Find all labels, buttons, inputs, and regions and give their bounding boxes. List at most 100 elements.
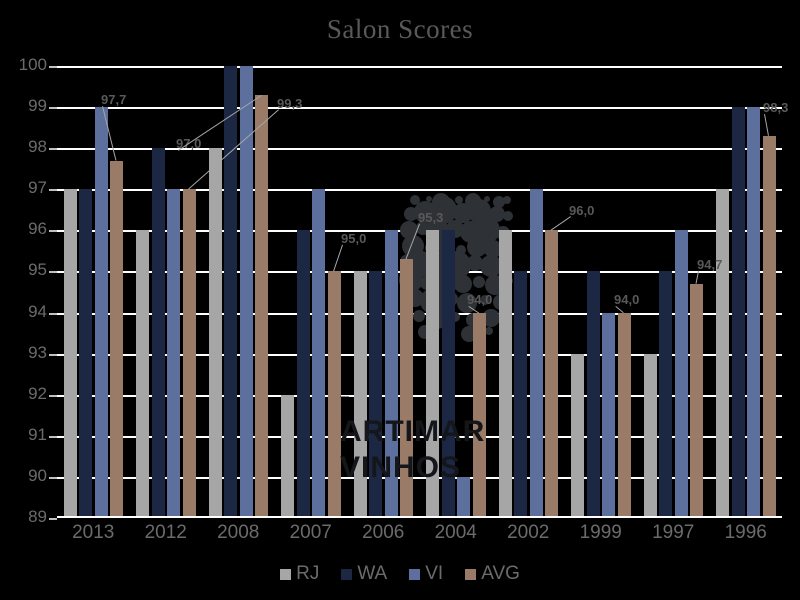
legend-swatch-icon [409, 568, 421, 580]
bar-wa-2007 [296, 230, 310, 518]
data-label-leader-line [333, 244, 343, 272]
bar-vi-1997 [674, 230, 688, 518]
bar-vi-2007 [312, 189, 325, 518]
gridline [57, 189, 782, 192]
chart-legend: RJ WA VI AVG [0, 563, 800, 585]
bar-wa-2008 [224, 66, 237, 518]
data-label-avg: 95,3 [418, 210, 444, 225]
legend-swatch-icon [465, 568, 477, 580]
x-axis-line [57, 516, 782, 518]
x-axis-label-2013: 2013 [72, 522, 115, 543]
gridline [57, 66, 782, 68]
bar-avg-2013 [110, 160, 123, 518]
bar-vi-2002 [529, 189, 543, 518]
bar-wa-1996 [731, 107, 745, 518]
gridline [57, 148, 782, 151]
bar-rj-2012 [136, 230, 149, 518]
y-axis-tick-label: 92 [28, 383, 47, 403]
data-label-leader-line [764, 114, 769, 137]
bar-rj-1997 [643, 353, 657, 518]
y-axis-tick [49, 189, 57, 192]
gridline [57, 312, 782, 315]
bar-rj-2008 [208, 148, 222, 518]
y-axis-tick [49, 394, 57, 397]
y-axis-tick-label: 96 [28, 219, 47, 239]
bar-rj-1999 [571, 353, 584, 518]
bar-avg-2002 [545, 230, 558, 518]
y-axis-tick [49, 476, 57, 479]
bar-wa-1999 [586, 271, 600, 518]
bar-avg-2006 [400, 259, 413, 518]
gridline [57, 476, 782, 479]
data-label-avg: 97,7 [101, 92, 127, 107]
bar-vi-2008 [239, 66, 253, 518]
bar-avg-1999 [617, 312, 631, 518]
legend-label: VI [425, 563, 444, 584]
y-axis-tick [49, 107, 57, 110]
legend-label: RJ [296, 563, 320, 584]
data-label-avg: 96,0 [569, 203, 595, 218]
y-axis-tick [49, 66, 57, 68]
legend-label: AVG [481, 563, 520, 584]
y-axis-tick-label: 93 [28, 342, 47, 362]
data-label-avg: 95,0 [341, 231, 367, 246]
data-label-avg: 94,7 [697, 257, 723, 272]
bar-vi-2012 [167, 189, 180, 518]
bar-wa-1997 [659, 271, 672, 518]
y-axis-tick [49, 312, 57, 315]
bar-vi-2006 [384, 230, 398, 518]
y-axis-tick [49, 518, 57, 520]
bar-vi-1996 [747, 107, 760, 518]
bar-rj-2013 [63, 189, 77, 518]
bar-avg-2007 [327, 271, 341, 518]
x-axis-label-2006: 2006 [362, 522, 405, 543]
data-label-avg: 98,3 [763, 100, 789, 115]
gridline [57, 353, 782, 356]
legend-swatch-icon [341, 568, 353, 580]
chart-title: Salon Scores [326, 14, 474, 44]
x-axis-label-2004: 2004 [434, 522, 477, 543]
y-axis-labels: 89 90 91 92 93 94 95 96 97 98 99 100 [0, 55, 47, 526]
gridline [57, 271, 782, 274]
bar-wa-2004 [441, 230, 455, 518]
gridline [57, 230, 782, 233]
legend-item-rj[interactable]: RJ [280, 563, 319, 585]
y-axis-tick-label: 98 [28, 137, 47, 157]
bar-rj-2004 [426, 230, 439, 518]
data-label-leader-line [550, 216, 571, 231]
legend-item-avg[interactable]: AVG [465, 563, 520, 585]
bar-wa-2013 [79, 189, 92, 518]
bar-rj-1996 [716, 189, 729, 518]
bar-wa-2002 [514, 271, 527, 518]
x-axis-label-1996: 1996 [724, 522, 767, 543]
bar-vi-2004 [457, 476, 470, 518]
x-axis-label-2012: 2012 [144, 522, 187, 543]
bar-vi-2013 [94, 107, 108, 518]
legend-label: WA [357, 563, 388, 584]
legend-item-wa[interactable]: WA [341, 563, 387, 585]
x-axis-label-1997: 1997 [652, 522, 695, 543]
data-label-leader-line [405, 223, 420, 260]
legend-item-vi[interactable]: VI [409, 563, 443, 585]
y-axis-tick-label: 99 [28, 96, 47, 116]
bar-rj-2002 [498, 230, 512, 518]
bar-avg-1997 [690, 283, 703, 518]
gridline [57, 435, 782, 438]
y-axis-tick-label: 90 [28, 465, 47, 485]
y-axis-tick-label: 91 [28, 424, 47, 444]
y-axis-tick [49, 435, 57, 438]
data-label-avg: 94,0 [614, 292, 640, 307]
bar-avg-1996 [762, 135, 776, 518]
bar-vi-1999 [602, 312, 615, 518]
bar-rj-2006 [353, 271, 367, 518]
y-axis-tick [49, 271, 57, 274]
x-axis-label-2008: 2008 [217, 522, 260, 543]
x-axis-label-1999: 1999 [579, 522, 622, 543]
plot-area: 97,799,397,095,095,394,096,094,094,798,3 [49, 66, 788, 520]
bar-wa-2006 [369, 271, 382, 518]
gridline [57, 394, 782, 397]
x-axis-label-2007: 2007 [289, 522, 332, 543]
y-axis-tick-label: 94 [28, 301, 47, 321]
y-axis-tick-label: 97 [28, 178, 47, 198]
data-label-avg: 94,0 [467, 292, 493, 307]
